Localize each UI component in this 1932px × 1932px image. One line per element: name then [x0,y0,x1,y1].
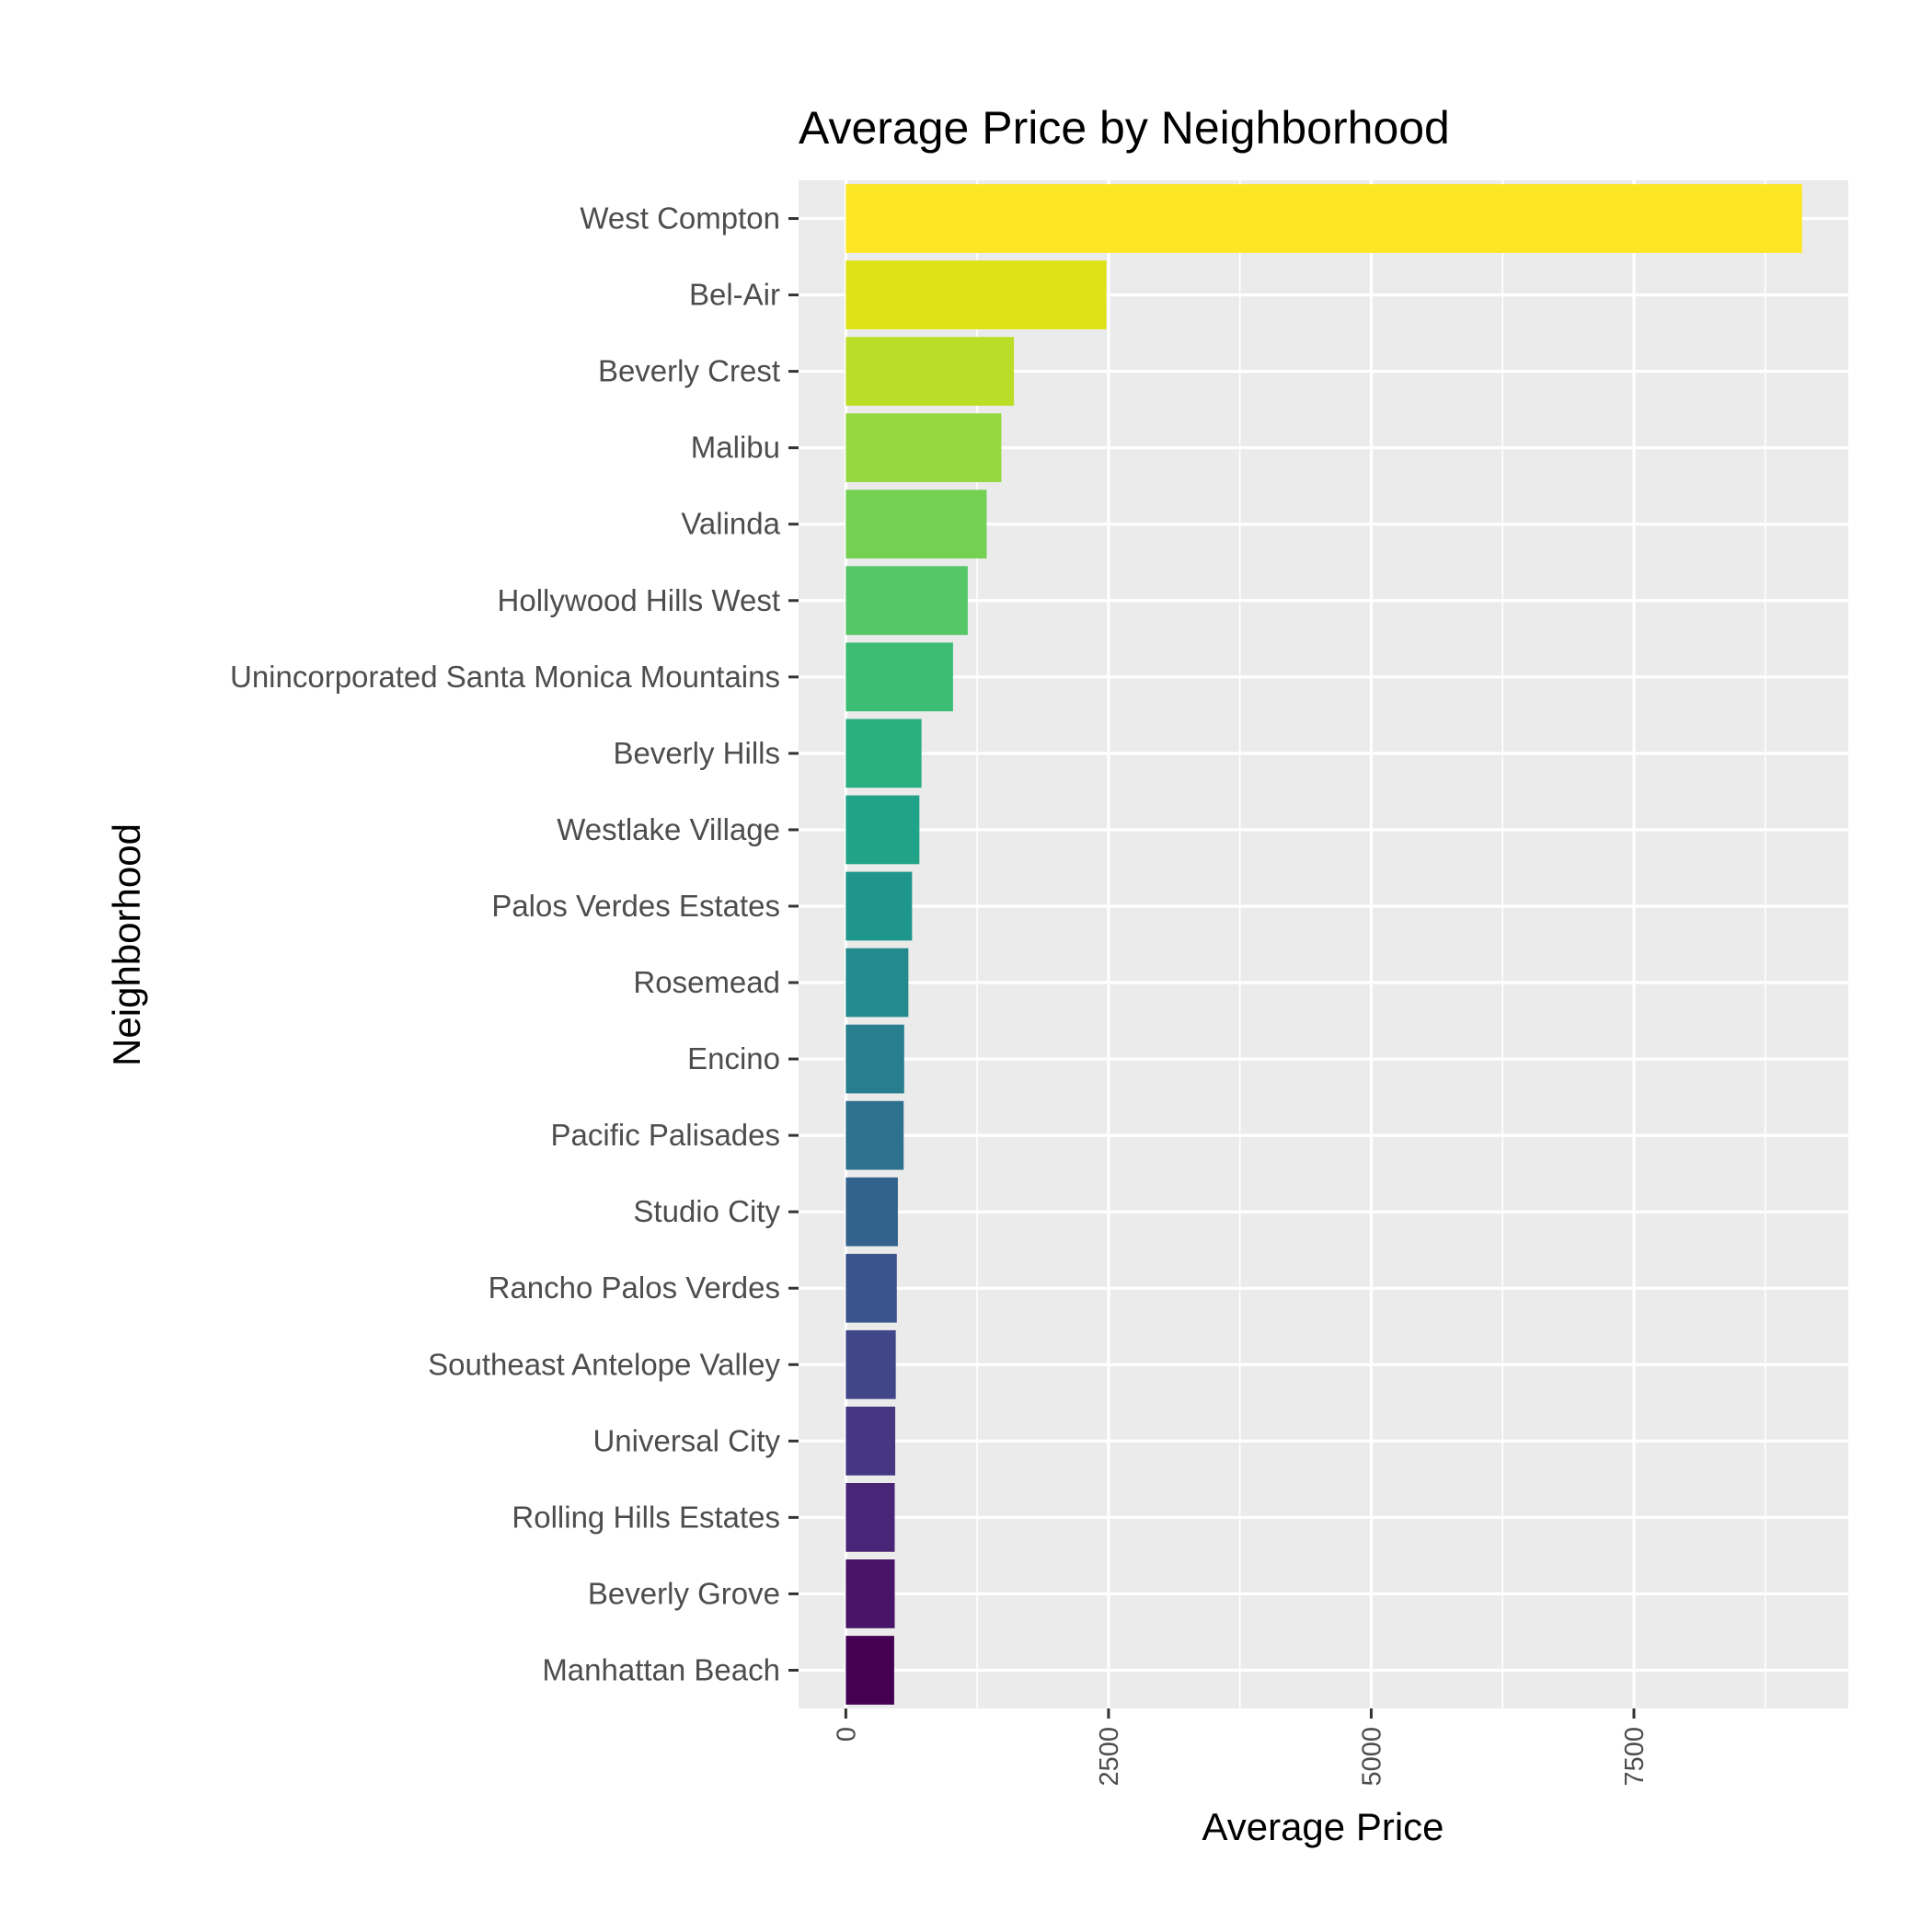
bar [845,337,1015,406]
y-tick-label: Rosemead [633,965,780,999]
bar [845,1253,897,1323]
plot-panel [799,180,1848,1708]
y-tick-label: West Compton [580,201,780,236]
bar [845,948,909,1018]
bar [845,1024,904,1094]
y-tick-label: Manhattan Beach [542,1652,780,1686]
bar [845,642,953,712]
y-tick-label: Encino [687,1041,780,1075]
y-tick-label: Malibu [691,431,780,465]
x-tick-label: 5000 [1357,1727,1386,1787]
bar [845,1406,896,1476]
bar [845,871,913,941]
x-tick-label: 2500 [1095,1727,1124,1787]
y-tick-label: Unincorporated Santa Monica Mountains [230,660,780,694]
y-tick-label: Southeast Antelope Valley [428,1347,780,1381]
y-tick-label: Rolling Hills Estates [512,1500,780,1534]
bar [845,1636,894,1705]
bar [845,184,1802,253]
y-tick-label: Rancho Palos Verdes [489,1271,780,1305]
y-tick-label: Beverly Crest [598,354,780,388]
y-tick-label: Universal City [592,1423,780,1457]
y-axis-title: Neighborhood [105,823,148,1066]
chart-title: Average Price by Neighborhood [799,102,1450,154]
y-tick-label: Bel-Air [689,278,780,312]
bar [845,566,968,636]
bar [845,719,922,788]
bar [845,1177,898,1247]
x-axis-title: Average Price [1202,1805,1443,1848]
x-tick-label: 7500 [1620,1727,1650,1787]
bar [845,413,1002,483]
y-tick-label: Beverly Grove [588,1576,780,1610]
bar [845,1559,895,1628]
bar [845,1329,896,1399]
y-axis: West Compton Bel-Air Beverly Crest Malibu Va… [230,201,799,1686]
bar [845,1483,895,1552]
y-tick-label: Hollywood Hills West [498,583,780,617]
y-tick-label: Palos Verdes Estates [491,889,780,923]
y-tick-label: Beverly Hills [613,736,780,770]
bar [845,489,987,559]
y-tick-label: Pacific Palisades [551,1118,780,1152]
minor-gridlines [976,180,1766,1708]
bar [845,260,1107,329]
x-axis: 0 2500 5000 7500 [832,1708,1650,1787]
bar [845,795,920,865]
bars [845,184,1802,1705]
y-tick-label: Studio City [633,1194,780,1228]
y-tick-label: Valinda [681,507,780,541]
y-tick-label: Westlake Village [557,812,780,846]
bar [845,1100,904,1170]
x-tick-label: 0 [832,1727,861,1742]
